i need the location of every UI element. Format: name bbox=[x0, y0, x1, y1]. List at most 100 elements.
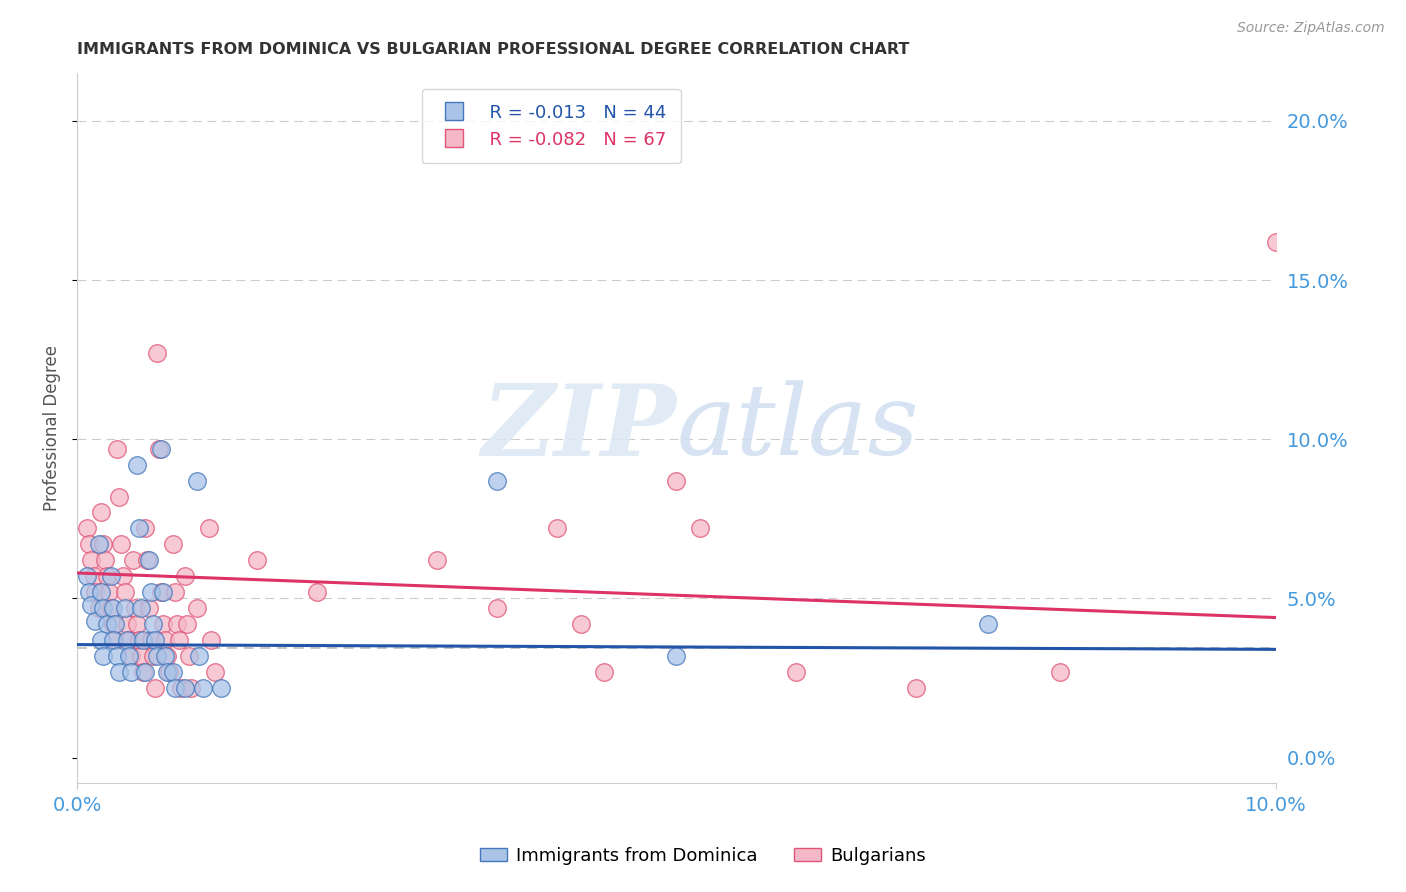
Point bbox=[150, 442, 173, 456]
Point bbox=[1049, 665, 1071, 679]
Point bbox=[177, 648, 200, 663]
Point bbox=[156, 665, 179, 679]
Point bbox=[150, 585, 173, 599]
Point bbox=[135, 553, 157, 567]
Point bbox=[485, 601, 508, 615]
Point bbox=[101, 616, 124, 631]
Point bbox=[188, 648, 211, 663]
Point bbox=[83, 569, 105, 583]
Y-axis label: Professional Degree: Professional Degree bbox=[44, 345, 60, 511]
Point bbox=[96, 616, 118, 631]
Point bbox=[90, 632, 112, 647]
Point bbox=[111, 569, 134, 583]
Point bbox=[117, 616, 139, 631]
Text: Source: ZipAtlas.com: Source: ZipAtlas.com bbox=[1237, 21, 1385, 36]
Point bbox=[167, 632, 190, 647]
Point bbox=[180, 681, 202, 695]
Point bbox=[117, 648, 139, 663]
Point bbox=[153, 648, 176, 663]
Point bbox=[148, 442, 170, 456]
Point bbox=[152, 616, 174, 631]
Point bbox=[122, 553, 145, 567]
Point bbox=[143, 632, 166, 647]
Point bbox=[146, 648, 169, 663]
Point bbox=[157, 665, 180, 679]
Point bbox=[101, 632, 124, 647]
Point bbox=[152, 585, 174, 599]
Point bbox=[80, 598, 103, 612]
Point bbox=[665, 648, 688, 663]
Point bbox=[93, 537, 115, 551]
Point bbox=[108, 490, 131, 504]
Point bbox=[134, 521, 156, 535]
Point bbox=[120, 648, 142, 663]
Point bbox=[114, 585, 136, 599]
Point bbox=[204, 665, 226, 679]
Point bbox=[110, 537, 132, 551]
Point bbox=[84, 614, 107, 628]
Point bbox=[117, 632, 139, 647]
Point bbox=[191, 681, 214, 695]
Point bbox=[104, 632, 127, 647]
Point bbox=[143, 681, 166, 695]
Point bbox=[100, 601, 122, 615]
Point bbox=[162, 665, 184, 679]
Point bbox=[246, 553, 269, 567]
Point bbox=[141, 632, 163, 647]
Point bbox=[90, 585, 112, 599]
Point bbox=[198, 521, 221, 535]
Point bbox=[104, 616, 127, 631]
Point bbox=[87, 601, 110, 615]
Point bbox=[128, 632, 150, 647]
Point bbox=[96, 569, 118, 583]
Point bbox=[90, 506, 112, 520]
Legend: Immigrants from Dominica, Bulgarians: Immigrants from Dominica, Bulgarians bbox=[472, 840, 934, 872]
Point bbox=[84, 585, 107, 599]
Point bbox=[689, 521, 711, 535]
Point bbox=[93, 601, 115, 615]
Point bbox=[186, 474, 208, 488]
Point bbox=[174, 681, 197, 695]
Point bbox=[87, 537, 110, 551]
Point bbox=[132, 665, 155, 679]
Point bbox=[305, 585, 328, 599]
Point bbox=[593, 665, 616, 679]
Point bbox=[426, 553, 449, 567]
Point bbox=[146, 346, 169, 360]
Point bbox=[176, 616, 198, 631]
Text: IMMIGRANTS FROM DOMINICA VS BULGARIAN PROFESSIONAL DEGREE CORRELATION CHART: IMMIGRANTS FROM DOMINICA VS BULGARIAN PR… bbox=[77, 42, 910, 57]
Point bbox=[120, 665, 142, 679]
Point bbox=[76, 569, 98, 583]
Point bbox=[108, 665, 131, 679]
Point bbox=[129, 648, 152, 663]
Point bbox=[125, 616, 148, 631]
Point bbox=[129, 601, 152, 615]
Point bbox=[165, 681, 187, 695]
Point bbox=[142, 648, 165, 663]
Point bbox=[138, 601, 160, 615]
Point bbox=[162, 537, 184, 551]
Legend:   R = -0.013   N = 44,   R = -0.082   N = 67: R = -0.013 N = 44, R = -0.082 N = 67 bbox=[422, 89, 681, 163]
Point bbox=[174, 569, 197, 583]
Point bbox=[165, 585, 187, 599]
Point bbox=[546, 521, 568, 535]
Point bbox=[1264, 235, 1286, 249]
Point bbox=[138, 553, 160, 567]
Point bbox=[100, 569, 122, 583]
Point bbox=[665, 474, 688, 488]
Point bbox=[132, 632, 155, 647]
Point bbox=[977, 616, 1000, 631]
Text: atlas: atlas bbox=[676, 381, 920, 475]
Text: ZIP: ZIP bbox=[481, 380, 676, 476]
Point bbox=[186, 601, 208, 615]
Point bbox=[124, 601, 146, 615]
Point bbox=[485, 474, 508, 488]
Point bbox=[76, 521, 98, 535]
Point bbox=[93, 648, 115, 663]
Point bbox=[569, 616, 592, 631]
Point bbox=[77, 537, 100, 551]
Point bbox=[101, 601, 124, 615]
Point bbox=[105, 442, 128, 456]
Point bbox=[128, 521, 150, 535]
Point bbox=[200, 632, 222, 647]
